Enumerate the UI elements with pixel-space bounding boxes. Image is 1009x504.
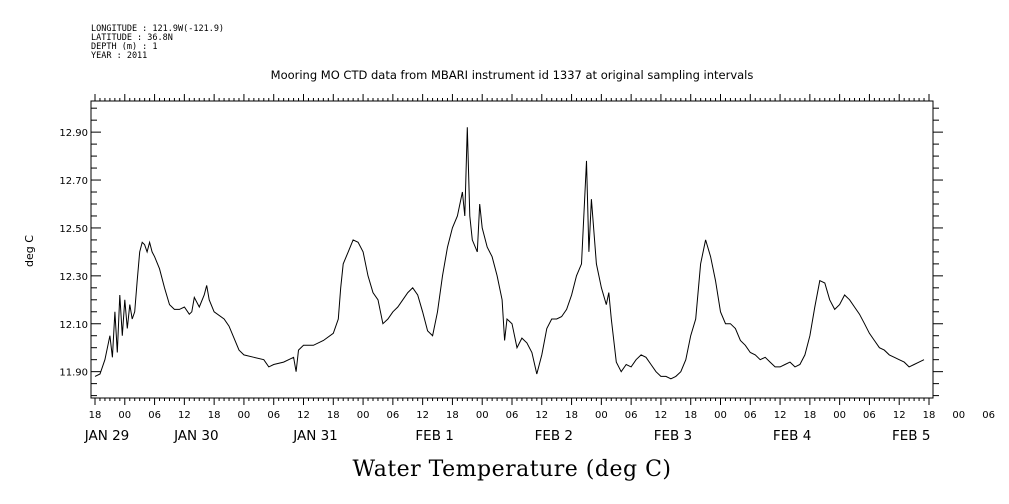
x-hour-label: 00: [952, 410, 965, 421]
x-hour-label: 18: [684, 410, 697, 421]
y-tick-label: 12.70: [59, 176, 88, 187]
x-hour-label: 12: [297, 410, 310, 421]
x-hour-label: 00: [833, 410, 846, 421]
y-tick-label: 12.10: [59, 320, 88, 331]
x-hour-label: 06: [267, 410, 280, 421]
x-hour-label: 00: [357, 410, 370, 421]
y-axis-label: deg C: [23, 235, 36, 267]
x-hour-label: 12: [416, 410, 429, 421]
x-hour-label: 18: [446, 410, 459, 421]
x-date-label: FEB 4: [773, 428, 811, 444]
x-hour-label: 12: [774, 410, 787, 421]
x-hour-label: 06: [386, 410, 399, 421]
x-hour-label: 18: [565, 410, 578, 421]
axes: 18 00 06 12 18 00 06 12 18 00 06 12 18 00 06 12 18 00 06 12…: [59, 94, 995, 444]
x-hour-label: 18: [327, 410, 340, 421]
x-date-label: JAN 30: [173, 428, 219, 444]
x-hour-label: 18: [923, 410, 936, 421]
metadata-block: LONGITUDE : 121.9W(-121.9) LATITUDE : 36…: [91, 24, 224, 61]
chart-title: Mooring MO CTD data from MBARI instrumen…: [271, 68, 754, 82]
x-hour-label: 00: [476, 410, 489, 421]
y-tick-label: 12.90: [59, 128, 88, 139]
x-hour-label: 00: [714, 410, 727, 421]
x-hour-label: 00: [595, 410, 608, 421]
y-tick-label: 12.50: [59, 224, 88, 235]
water-temperature-line: [94, 127, 925, 380]
x-hour-label: 06: [148, 410, 161, 421]
x-hour-label: 12: [893, 410, 906, 421]
x-date-label: FEB 1: [415, 428, 453, 444]
latitude-label: LATITUDE : 36.8N: [91, 33, 173, 43]
x-hour-label: 12: [535, 410, 548, 421]
x-hour-label: 18: [89, 410, 102, 421]
x-axis-title: Water Temperature (deg C): [353, 457, 672, 482]
x-hour-label: 06: [744, 410, 757, 421]
x-date-label: FEB 3: [654, 428, 692, 444]
x-date-label: JAN 31: [292, 428, 338, 444]
x-hour-label: 12: [178, 410, 191, 421]
x-hour-label: 00: [238, 410, 251, 421]
x-date-label: JAN 29: [84, 428, 130, 444]
longitude-label: LONGITUDE : 121.9W(-121.9): [91, 24, 224, 34]
y-tick-label: 11.90: [59, 368, 88, 379]
x-hour-label: 06: [625, 410, 638, 421]
x-hour-label: 00: [118, 410, 131, 421]
x-hour-label: 06: [506, 410, 519, 421]
y-tick-label: 12.30: [59, 272, 88, 283]
x-hour-label: 06: [982, 410, 995, 421]
x-hour-label: 18: [803, 410, 816, 421]
x-date-label: FEB 2: [535, 428, 573, 444]
x-hour-label: 12: [655, 410, 668, 421]
plot-frame: [90, 100, 934, 399]
x-date-label: FEB 5: [892, 428, 930, 444]
year-label: YEAR : 2011: [91, 51, 147, 61]
x-hour-label: 18: [208, 410, 221, 421]
x-hour-label: 06: [863, 410, 876, 421]
depth-label: DEPTH (m) : 1: [91, 42, 158, 52]
